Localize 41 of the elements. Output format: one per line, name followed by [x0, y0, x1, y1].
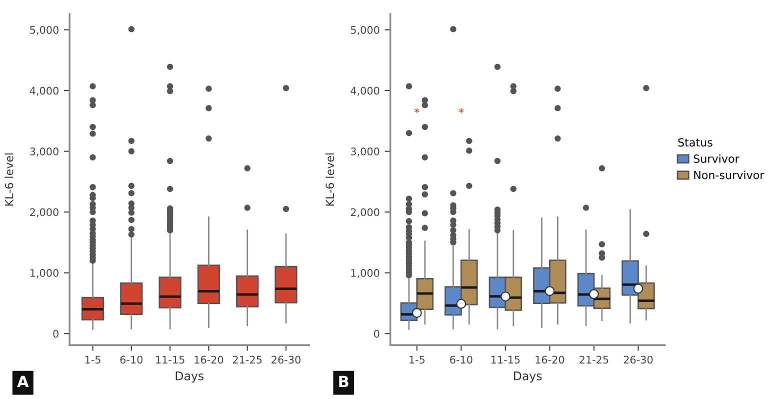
y-tick-label: 0 — [374, 330, 380, 338]
annotation: * — [458, 108, 464, 114]
y-tick-label: 4,000 — [350, 86, 380, 96]
y-tick-label: 3,000 — [350, 148, 380, 156]
y-tick-label: 5,000 — [30, 26, 58, 35]
x-tick-label: 6-10 — [120, 356, 143, 364]
x-tick-label: 6-10 — [450, 356, 472, 364]
legend-label: Non-survivor — [694, 170, 764, 180]
x-tick-label: 16-20 — [536, 356, 564, 364]
x-tick-label: 21-25 — [232, 356, 262, 364]
y-axis-title: KL-6 level — [4, 153, 14, 206]
text: A — [17, 376, 29, 388]
legend-title: Status — [678, 138, 712, 147]
y-tick-label: 2,000 — [30, 208, 58, 218]
x-tick-label: 1-5 — [85, 356, 100, 364]
legend-label: Survivor — [694, 154, 740, 163]
x-tick-label: 26-30 — [624, 356, 653, 364]
y-tick-label: 0 — [53, 330, 58, 338]
x-axis-title: Days — [176, 372, 204, 383]
x-axis-title: Days — [514, 372, 542, 383]
y-tick-label: 1,000 — [30, 269, 58, 278]
point — [412, 308, 422, 318]
point — [633, 284, 644, 294]
x-tick-label: 11-15 — [491, 356, 520, 364]
annotation: * — [414, 108, 420, 114]
y-tick-label: 4,000 — [30, 86, 58, 96]
y-axis-title: KL-6 level — [325, 153, 334, 206]
point — [589, 289, 599, 300]
x-tick-label: 26-30 — [272, 356, 300, 364]
x-tick-label: 16-20 — [194, 356, 224, 364]
point — [544, 286, 555, 296]
x-tick-label: 21-25 — [580, 356, 608, 364]
y-tick-label: 5,000 — [350, 26, 380, 35]
x-tick-label: 11-15 — [156, 356, 184, 364]
text: B — [339, 376, 348, 388]
point — [456, 298, 466, 309]
y-tick-label: 1,000 — [351, 269, 380, 278]
y-tick-label: 3,000 — [30, 148, 58, 156]
y-tick-label: 2,000 — [350, 208, 380, 218]
x-tick-label: 1-5 — [410, 356, 425, 364]
point — [500, 292, 510, 302]
